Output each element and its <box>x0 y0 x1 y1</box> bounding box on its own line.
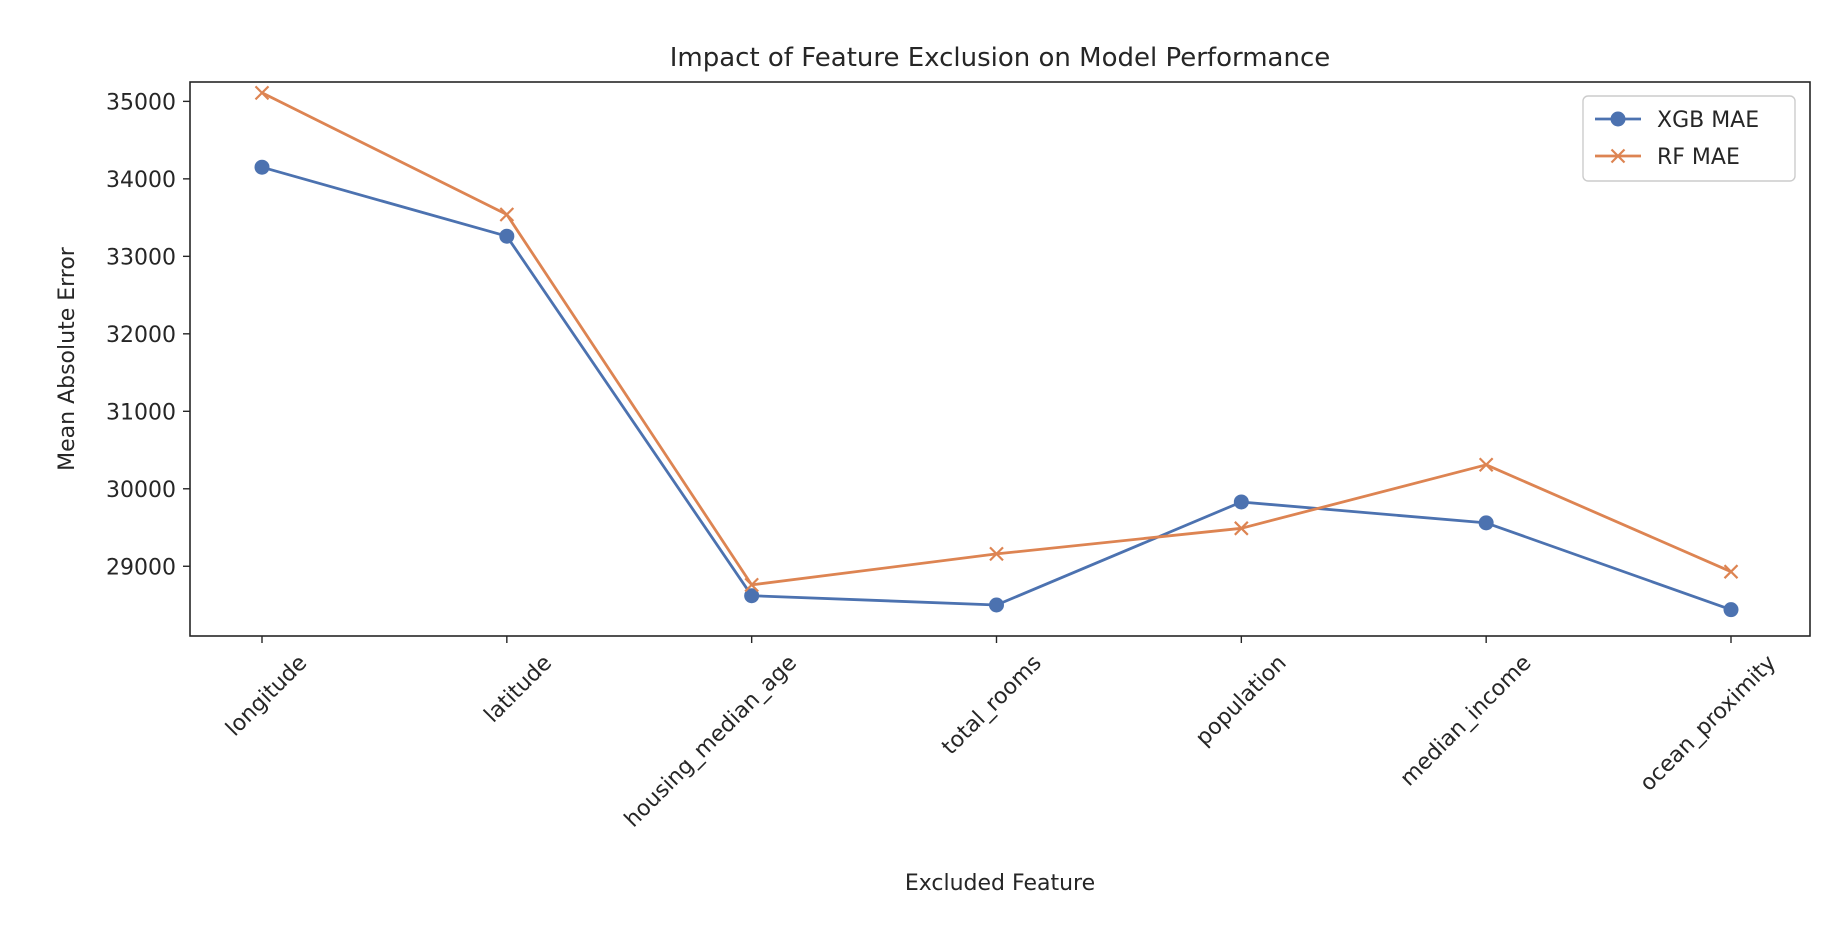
marker-stroke <box>1234 521 1249 536</box>
data-point <box>1478 515 1494 531</box>
data-point <box>254 85 270 101</box>
data-point <box>989 597 1004 613</box>
plot-frame <box>189 81 1811 637</box>
legend-box <box>1582 95 1796 182</box>
data-point <box>744 588 760 604</box>
chart-title: Impact of Feature Exclusion on Model Per… <box>670 43 1331 73</box>
y-tick-label: 33000 <box>106 245 176 270</box>
y-tick-label: 32000 <box>106 323 176 348</box>
data-point <box>1233 494 1249 510</box>
legend-label: XGB MAE <box>1657 108 1759 133</box>
marker-stroke <box>1723 564 1739 579</box>
y-tick-label: 35000 <box>106 90 176 115</box>
marker-stroke <box>499 207 515 222</box>
y-tick-label: 29000 <box>106 555 176 580</box>
data-point <box>254 159 270 175</box>
data-point <box>1478 457 1494 473</box>
legend: XGB MAE RF MAE <box>1582 95 1796 182</box>
legend-label: RF MAE <box>1657 145 1740 170</box>
y-tick-label: 30000 <box>106 478 176 503</box>
data-point <box>744 577 759 593</box>
data-point <box>1723 564 1739 579</box>
legend-entry-2: RF MAE <box>1595 145 1740 170</box>
data-point <box>499 228 515 244</box>
y-axis-label: Mean Absolute Error <box>55 246 80 471</box>
data-point <box>499 207 515 222</box>
legend-marker <box>1610 148 1626 164</box>
legend-entry-1: XGB MAE <box>1595 108 1759 133</box>
data-point <box>1723 602 1739 618</box>
y-tick-label: 31000 <box>106 400 176 425</box>
x-axis-label: Excluded Feature <box>905 871 1095 896</box>
marker-stroke <box>744 577 759 593</box>
legend-marker <box>1610 111 1626 127</box>
data-point <box>1234 521 1249 536</box>
y-tick-label: 34000 <box>106 168 176 193</box>
marker-stroke <box>254 85 270 101</box>
marker-stroke <box>989 546 1004 562</box>
marker-stroke <box>1478 457 1494 473</box>
data-point <box>989 546 1004 562</box>
